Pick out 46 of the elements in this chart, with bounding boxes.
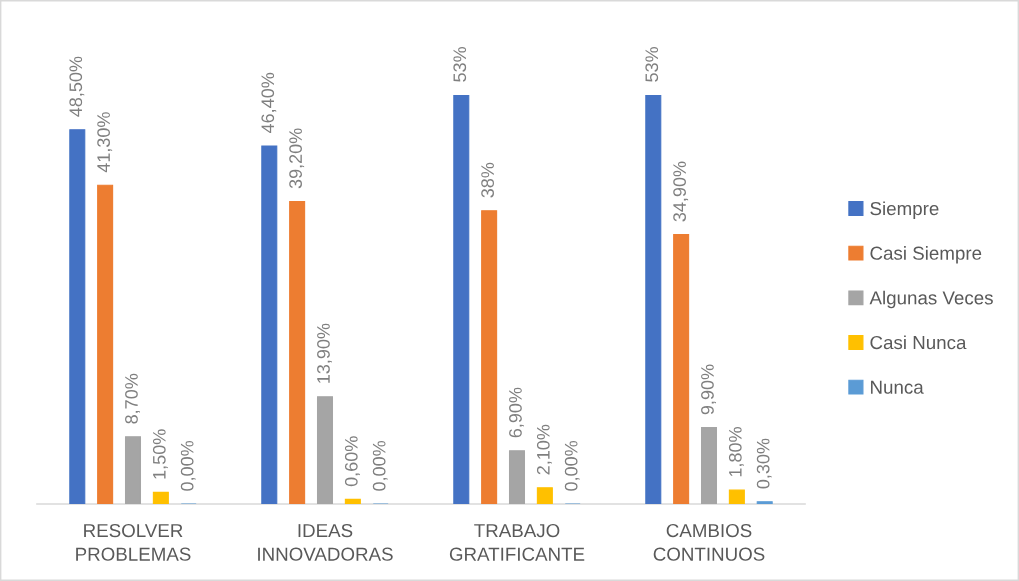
bar	[152, 491, 169, 504]
data-label: 1,80%	[728, 427, 744, 477]
x-tick-label: RESOLVER PROBLEMAS	[76, 523, 191, 561]
bar	[124, 436, 142, 504]
bar	[344, 498, 361, 504]
bar	[97, 184, 114, 504]
data-label: 53%	[645, 47, 659, 82]
bar	[536, 487, 553, 504]
bar	[756, 501, 773, 504]
data-label: 9,90%	[701, 364, 716, 415]
bar	[508, 450, 526, 504]
bar	[645, 95, 662, 504]
data-label: 46,40%	[261, 72, 277, 134]
data-label: 34,90%	[673, 161, 689, 222]
bar	[728, 489, 745, 504]
data-label: 0,00%	[372, 440, 388, 491]
data-label: 41,30%	[97, 112, 113, 173]
legend-label: Casi Siempre	[870, 246, 982, 264]
data-label: 39,20%	[289, 128, 305, 189]
data-label: 48,50%	[69, 56, 85, 117]
bar	[69, 129, 86, 504]
legend-label: Siempre	[870, 201, 939, 219]
legend-label: Casi Nunca	[870, 335, 967, 350]
x-tick-label: CAMBIOS CONTINUOS	[653, 523, 765, 561]
bar	[261, 145, 278, 504]
data-label: 0,30%	[756, 438, 772, 489]
x-tick-label: TRABAJO GRATIFICANTE	[449, 523, 585, 561]
legend-label: Nunca	[871, 380, 924, 394]
data-label: 2,10%	[536, 424, 552, 475]
data-label: 53%	[453, 47, 467, 82]
data-label: 0,00%	[180, 440, 196, 491]
bar	[700, 427, 718, 504]
bar	[316, 396, 334, 504]
legend-label: Algunas Veces	[869, 290, 993, 309]
bar	[289, 200, 306, 504]
data-label: 1,50%	[152, 429, 168, 479]
data-label: 0,60%	[344, 436, 360, 487]
data-label: 38%	[481, 162, 494, 198]
data-label: 8,70%	[125, 373, 140, 424]
bar	[453, 95, 470, 504]
x-tick-label: IDEAS INNOVADORAS	[258, 523, 393, 561]
data-label: 6,90%	[509, 387, 524, 438]
data-label: 0,00%	[564, 440, 580, 491]
bar	[481, 210, 498, 504]
bar	[673, 234, 690, 504]
data-label: 13,90%	[317, 323, 332, 383]
